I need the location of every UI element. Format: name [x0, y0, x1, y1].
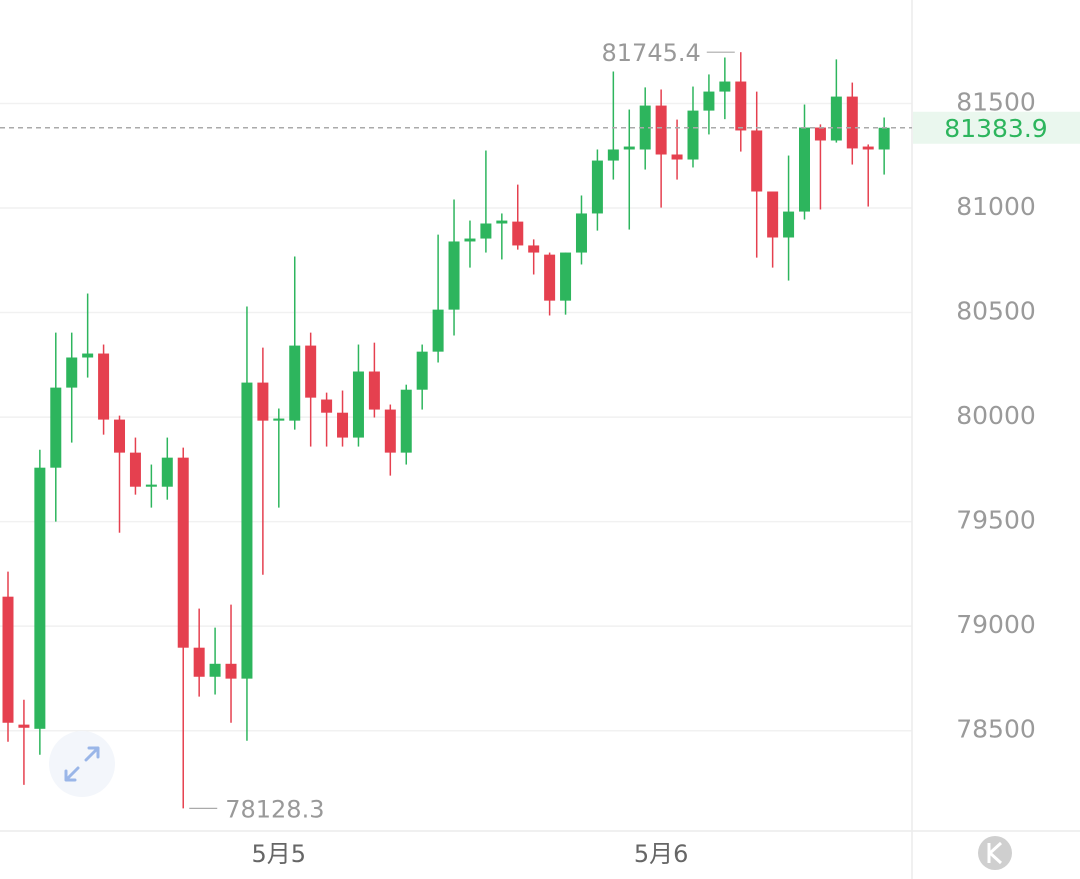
candle-body: [671, 154, 683, 160]
candle-body: [623, 146, 635, 150]
y-tick-label: 80000: [956, 401, 1036, 430]
candle-body: [607, 149, 619, 161]
candle-body: [544, 254, 556, 301]
candle-body: [34, 467, 46, 729]
candle-body: [719, 81, 731, 92]
candle-body: [321, 399, 333, 413]
candle-body: [209, 663, 221, 677]
candle-body: [528, 245, 540, 253]
kline-button-bg: [978, 836, 1012, 870]
candle-body: [687, 110, 699, 160]
candle-body: [814, 127, 826, 141]
y-tick-label: 78500: [956, 715, 1036, 744]
candle-body: [241, 382, 253, 679]
candle-body: [591, 160, 603, 214]
candle-body: [400, 389, 412, 453]
candle-body: [512, 221, 524, 246]
candle-body: [878, 127, 890, 150]
candle-body: [289, 345, 301, 421]
y-tick-label: 80500: [956, 297, 1036, 326]
candle-body: [177, 457, 189, 648]
candle-body: [161, 457, 173, 487]
candle-body: [82, 353, 94, 358]
candle-body: [337, 412, 349, 438]
candle-body: [767, 191, 779, 238]
candle-body: [257, 382, 269, 421]
max-label: 81745.4: [602, 39, 701, 67]
expand-button-bg: [49, 731, 115, 797]
y-tick-label: 81000: [956, 192, 1036, 221]
candle-body: [193, 647, 205, 677]
candle-body: [846, 96, 858, 149]
expand-icon: [64, 746, 100, 782]
candle-body: [735, 81, 747, 131]
candle-body: [2, 596, 14, 723]
expand-button[interactable]: [49, 731, 115, 797]
candle-body: [305, 345, 317, 398]
x-tick-label: 5月6: [634, 840, 689, 868]
y-tick-label: 79000: [956, 610, 1036, 639]
candle-body: [225, 663, 237, 679]
last-price-bg: [913, 111, 1080, 144]
candle-body: [368, 371, 380, 410]
candle-body: [799, 127, 810, 212]
candle-body: [448, 241, 460, 310]
candle-body: [560, 252, 572, 301]
candle-body: [655, 105, 667, 155]
candle-body: [273, 418, 285, 421]
candle-body: [783, 211, 795, 238]
min-label: 78128.3: [225, 795, 324, 823]
candle-body: [830, 96, 842, 141]
candle-body: [480, 223, 492, 239]
candle-body: [639, 105, 651, 150]
candle-body: [352, 371, 364, 438]
candle-body: [575, 213, 587, 253]
candle-body: [18, 724, 30, 728]
candle-body: [129, 452, 141, 487]
y-tick-label: 81500: [956, 87, 1036, 116]
x-tick-label: 5月5: [252, 840, 307, 868]
candle-body: [432, 309, 444, 352]
candle-body: [384, 409, 396, 453]
kline-button[interactable]: [978, 836, 1012, 870]
last-price-label: 81383.9: [944, 114, 1047, 143]
candle-body: [114, 419, 126, 453]
candle-body: [66, 357, 78, 388]
y-tick-label: 79500: [956, 506, 1036, 535]
candle-body: [751, 130, 763, 192]
candle-body: [464, 238, 476, 242]
candle-body: [50, 387, 62, 468]
candle-body: [496, 220, 508, 224]
kline-icon: [987, 841, 1003, 865]
candle-body: [862, 146, 874, 150]
candle-body: [98, 353, 110, 420]
candle-body: [416, 351, 428, 390]
candle-body: [145, 484, 157, 487]
candle-body: [703, 91, 715, 111]
